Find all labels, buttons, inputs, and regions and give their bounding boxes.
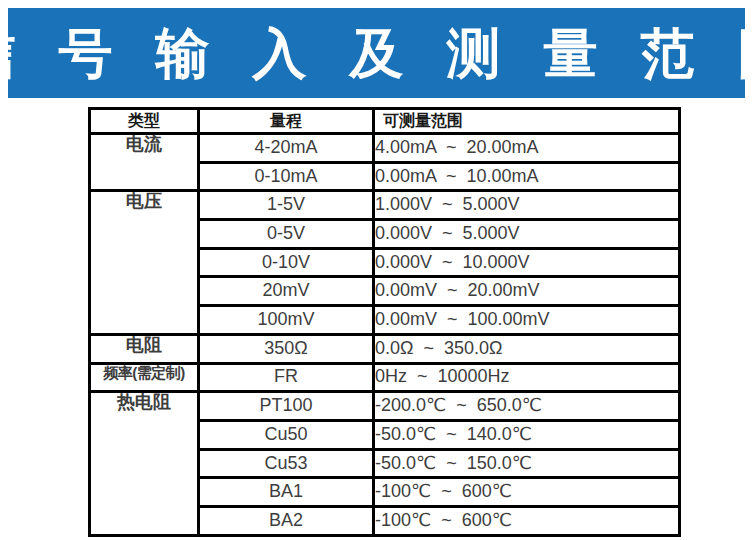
title-banner: 信 号 输 入 及 测 量 范 围	[8, 8, 745, 98]
table-row: 电流 4-20mA 4.00mA ~ 20.00mA	[90, 134, 680, 163]
range-cell: 4-20mA	[199, 134, 374, 163]
range-cell: Cu50	[199, 420, 374, 449]
measurable-cell: -100℃ ~ 600℃	[374, 506, 680, 535]
measurable-cell: -200.0℃ ~ 650.0℃	[374, 392, 680, 421]
measurable-cell: 0.0Ω ~ 350.0Ω	[374, 334, 680, 363]
measurable-cell: 0.00mV ~ 20.00mV	[374, 277, 680, 306]
header-range: 量程	[199, 109, 374, 134]
range-cell: 20mV	[199, 277, 374, 306]
type-cell-current: 电流	[90, 134, 199, 191]
range-cell: 100mV	[199, 306, 374, 335]
header-measurable-range: 可测量范围	[374, 109, 680, 134]
range-cell: BA2	[199, 506, 374, 535]
type-cell-frequency: 频率(需定制)	[90, 363, 199, 392]
measurable-cell: 1.000V ~ 5.000V	[374, 191, 680, 220]
measurable-cell: -50.0℃ ~ 150.0℃	[374, 449, 680, 478]
measurable-cell: 0.00mA ~ 10.00mA	[374, 162, 680, 191]
range-cell: Cu53	[199, 449, 374, 478]
header-type: 类型	[90, 109, 199, 134]
range-cell: FR	[199, 363, 374, 392]
measurable-cell: 0.000V ~ 10.000V	[374, 248, 680, 277]
range-cell: 0-10mA	[199, 162, 374, 191]
range-cell: BA1	[199, 478, 374, 507]
table-row: 热电阻 PT100 -200.0℃ ~ 650.0℃	[90, 392, 680, 421]
range-cell: PT100	[199, 392, 374, 421]
measurable-cell: -100℃ ~ 600℃	[374, 478, 680, 507]
type-cell-rtd: 热电阻	[90, 392, 199, 535]
range-cell: 1-5V	[199, 191, 374, 220]
table-row: 电阻 350Ω 0.0Ω ~ 350.0Ω	[90, 334, 680, 363]
range-cell: 350Ω	[199, 334, 374, 363]
table-row: 电压 1-5V 1.000V ~ 5.000V	[90, 191, 680, 220]
measurable-cell: 0.00mV ~ 100.00mV	[374, 306, 680, 335]
type-cell-resistance: 电阻	[90, 334, 199, 363]
range-cell: 0-5V	[199, 220, 374, 249]
page: 信 号 输 入 及 测 量 范 围 类型 量程 可测量范围 电流 4-20mA …	[0, 0, 752, 540]
measurable-cell: 0Hz ~ 10000Hz	[374, 363, 680, 392]
measurable-cell: -50.0℃ ~ 140.0℃	[374, 420, 680, 449]
table-header-row: 类型 量程 可测量范围	[90, 109, 680, 134]
table-row: 频率(需定制) FR 0Hz ~ 10000Hz	[90, 363, 680, 392]
type-cell-voltage: 电压	[90, 191, 199, 334]
measurable-cell: 0.000V ~ 5.000V	[374, 220, 680, 249]
measurable-cell: 4.00mA ~ 20.00mA	[374, 134, 680, 163]
page-title: 信 号 输 入 及 测 量 范 围	[0, 26, 752, 80]
range-cell: 0-10V	[199, 248, 374, 277]
measurement-range-table: 类型 量程 可测量范围 电流 4-20mA 4.00mA ~ 20.00mA 0…	[88, 107, 681, 537]
